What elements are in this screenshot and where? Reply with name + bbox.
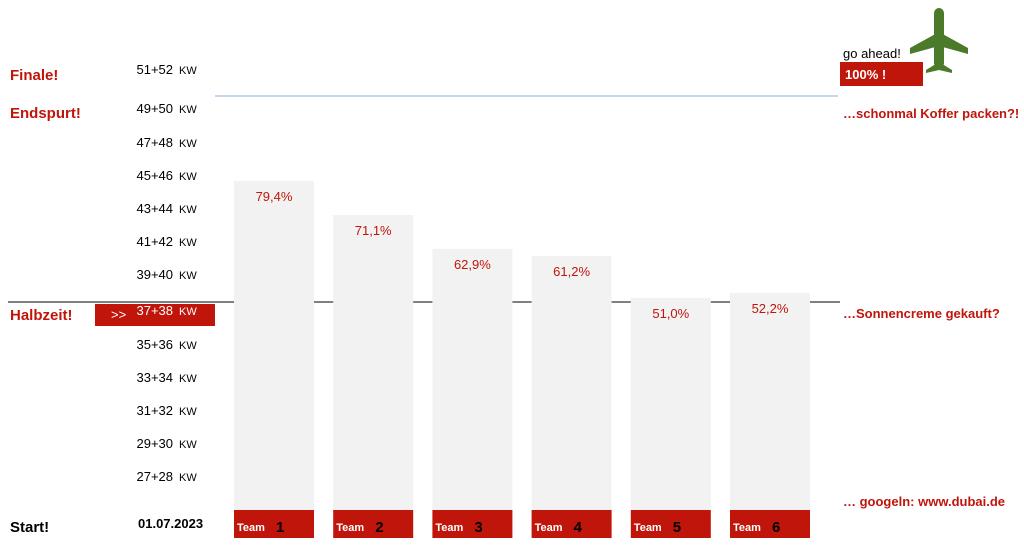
team-label: Team [237,522,265,534]
y-tick-unit: KW [179,104,197,116]
bar-value-label: 79,4% [256,189,293,204]
y-tick-label: 51+52 [136,62,173,77]
y-tick-unit: KW [179,406,197,418]
go-ahead-label: go ahead! [843,46,901,61]
team-label: Team [733,522,761,534]
y-tick-unit: KW [179,439,197,451]
team-box [333,510,414,538]
y-tick-label: 29+30 [136,436,173,451]
bar-value-label: 71,1% [355,223,392,238]
y-tick-label: 39+40 [136,267,173,282]
current-week-marker: >> [111,307,126,322]
y-tick-unit: KW [179,138,197,150]
bar [333,215,414,510]
stage-halbzeit: Halbzeit! [10,307,73,324]
team-label: Team [435,522,463,534]
stage-endspurt: Endspurt! [10,105,81,122]
team-box [234,510,314,538]
team-box [432,510,513,538]
koffer-note: …schonmal Koffer packen?! [843,106,1019,121]
bar [730,292,810,510]
bar-value-label: 62,9% [454,257,491,272]
y-tick-label: 41+42 [136,234,173,249]
sonnencreme-note: …Sonnencreme gekauft? [843,306,1000,321]
team-number: 1 [276,519,284,536]
y-tick-unit: KW [179,373,197,385]
team-number: 5 [673,519,681,536]
y-tick-label: 35+36 [136,337,173,352]
team-number: 3 [474,519,482,536]
bars: 79,4% Team 1 71,1% Team 2 62,9% Team 3 61,2% Team 4… [234,180,810,538]
bar-value-label: 61,2% [553,264,590,279]
team-label: Team [535,522,563,534]
team-label: Team [634,522,662,534]
y-tick-unit: KW [179,472,197,484]
stage-start: Start! [10,519,49,536]
bar [531,255,612,510]
team-box [730,510,810,538]
bar-value-label: 52,2% [752,301,789,316]
y-tick-unit: KW [179,270,197,282]
y-tick-unit: KW [179,65,197,77]
y-tick-label: 43+44 [136,201,173,216]
start-date: 01.07.2023 [138,516,203,531]
airplane-icon [910,8,968,73]
y-axis-ticks: 27+28 KW 29+30 KW 31+32 KW 33+34 KW 35+36 KW 37+38… [136,62,197,484]
stage-finale: Finale! [10,67,58,84]
team-box [630,510,711,538]
y-tick-label: 49+50 [136,101,173,116]
y-tick-unit: KW [179,306,197,318]
y-tick-unit: KW [179,237,197,249]
team-number: 6 [772,519,780,536]
y-tick-label: 31+32 [136,403,173,418]
bar [234,180,314,510]
team-number: 4 [574,519,583,536]
current-week-highlight [95,304,215,326]
googeln-note: … googeln: www.dubai.de [843,494,1005,509]
team-box [531,510,612,538]
y-tick-label: 33+34 [136,370,173,385]
team-label: Team [336,522,364,534]
bar-value-label: 51,0% [652,306,689,321]
bar [630,297,711,510]
y-tick-unit: KW [179,171,197,183]
hundred-percent-box [840,62,923,86]
y-tick-unit: KW [179,204,197,216]
y-tick-label: 37+38 [136,303,173,318]
team-number: 2 [375,519,383,536]
y-tick-label: 27+28 [136,469,173,484]
y-tick-label: 45+46 [136,168,173,183]
y-tick-label: 47+48 [136,135,173,150]
y-tick-unit: KW [179,340,197,352]
bar [432,248,513,511]
hundred-percent-label: 100% ! [845,67,886,82]
